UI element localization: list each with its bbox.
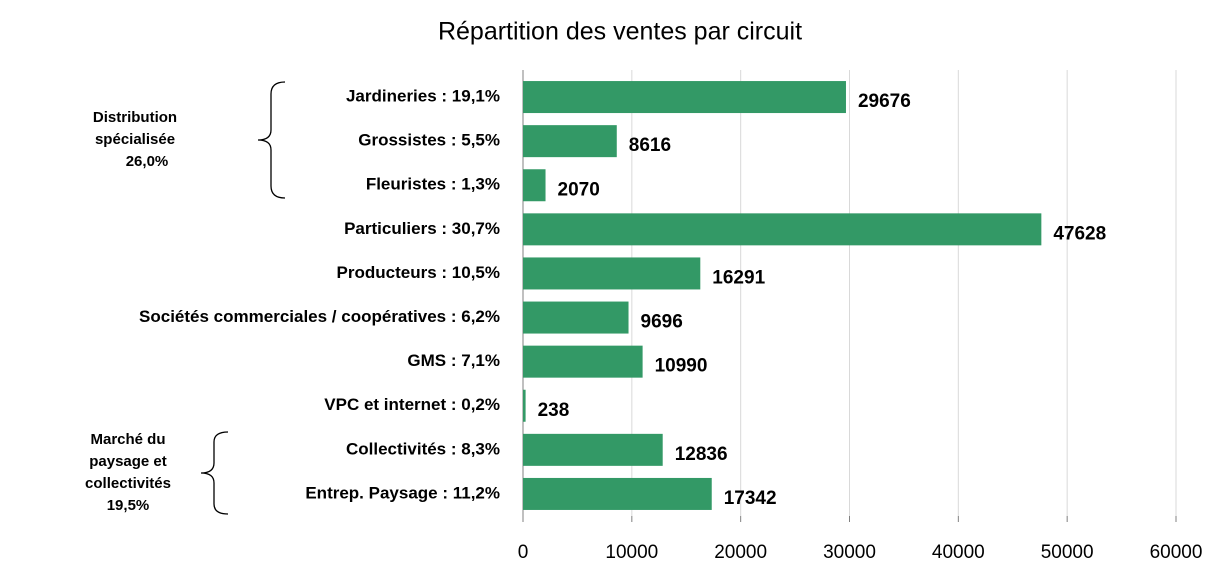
bar — [523, 125, 617, 158]
annotation: Distribution — [93, 109, 177, 126]
y-tick-label: Producteurs : 10,5% — [337, 263, 500, 282]
y-tick-label: Grossistes : 5,5% — [358, 131, 500, 150]
y-tick-label: VPC et internet : 0,2% — [324, 395, 500, 414]
bar — [523, 213, 1042, 246]
brace — [257, 81, 286, 199]
value-label: 47628 — [1053, 223, 1106, 244]
y-tick-label: Entrep. Paysage : 11,2% — [305, 483, 500, 502]
brace — [200, 431, 229, 515]
bar — [523, 477, 712, 510]
value-label: 2070 — [558, 179, 600, 200]
bar — [523, 257, 701, 290]
bar — [523, 345, 643, 378]
value-label: 8616 — [629, 135, 671, 156]
bar — [523, 81, 846, 114]
annotation: Marché du — [90, 431, 165, 448]
y-tick-label: Collectivités : 8,3% — [346, 439, 500, 458]
annotation: paysage et — [89, 453, 167, 470]
x-tick-label: 50000 — [1041, 542, 1094, 561]
value-label: 10990 — [655, 356, 708, 377]
y-tick-label: Fleuristes : 1,3% — [366, 175, 500, 194]
value-label: 9696 — [641, 312, 683, 333]
value-label: 12836 — [675, 444, 728, 465]
annotation: collectivités — [85, 475, 171, 492]
y-tick-label: Particuliers : 30,7% — [344, 219, 500, 238]
bar — [523, 169, 546, 202]
annotation: 19,5% — [107, 497, 150, 514]
bar — [523, 389, 526, 422]
value-label: 29676 — [858, 91, 911, 112]
x-tick-label: 20000 — [714, 542, 767, 561]
annotation: 26,0% — [126, 153, 169, 170]
value-label: 238 — [538, 400, 570, 421]
annotation: spécialisée — [95, 131, 175, 148]
bar — [523, 301, 629, 334]
x-tick-label: 10000 — [605, 542, 658, 561]
value-label: 16291 — [712, 267, 765, 288]
x-tick-label: 0 — [518, 542, 529, 561]
bar — [523, 433, 663, 466]
chart-title: Répartition des ventes par circuit — [438, 18, 802, 46]
y-tick-label: Jardineries : 19,1% — [346, 87, 500, 106]
y-tick-label: Sociétés commerciales / coopératives : 6… — [139, 307, 500, 326]
x-tick-label: 60000 — [1150, 542, 1203, 561]
x-tick-label: 40000 — [932, 542, 985, 561]
x-tick-label: 30000 — [823, 542, 876, 561]
value-label: 17342 — [724, 488, 777, 509]
y-tick-label: GMS : 7,1% — [407, 351, 500, 370]
